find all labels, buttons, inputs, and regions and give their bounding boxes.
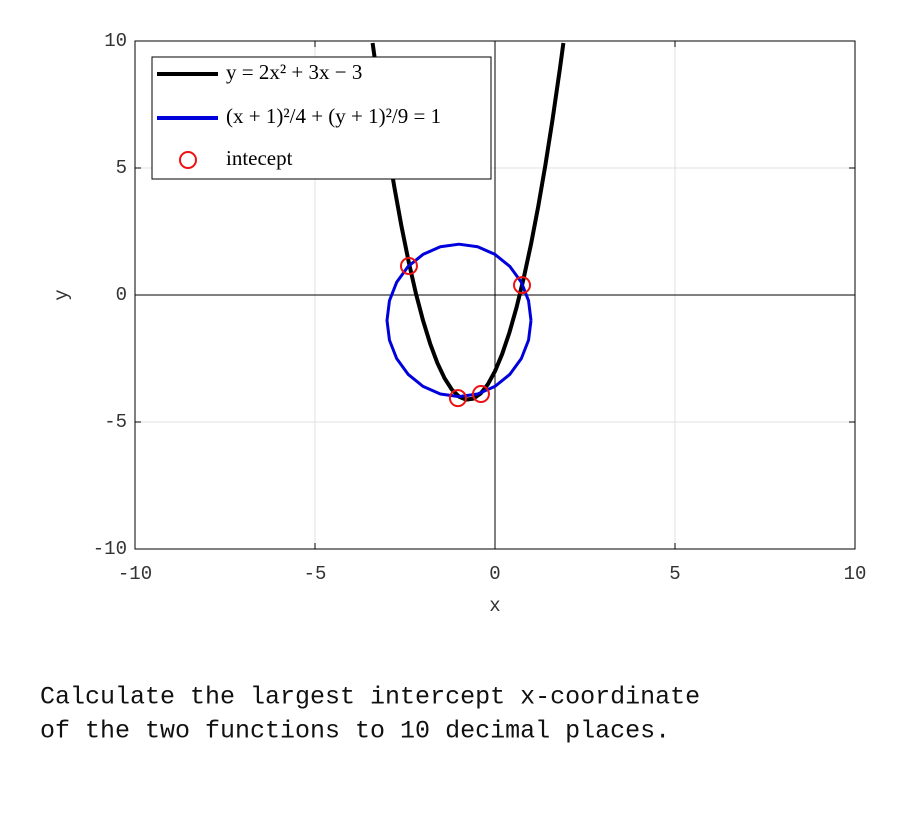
- legend-label: y = 2x² + 3x − 3: [226, 60, 362, 84]
- intercept-point: [513, 276, 531, 295]
- x-tick-label: 5: [669, 563, 680, 585]
- plot-frame: [134, 40, 856, 550]
- y-tick-label: 5: [116, 157, 127, 179]
- x-tick-label: 10: [844, 563, 867, 585]
- x-axis-label: x: [489, 595, 500, 617]
- y-axis-label: y: [51, 289, 73, 300]
- legend-marker: [179, 151, 197, 169]
- y-tick-label: 0: [116, 284, 127, 306]
- intercept-point: [399, 257, 418, 276]
- x-tick-label: 0: [489, 563, 500, 585]
- legend-label: intecept: [226, 146, 293, 170]
- legend-label: (x + 1)²/4 + (y + 1)²/9 = 1: [226, 104, 441, 128]
- series-line: [385, 242, 533, 399]
- y-tick-label: -10: [93, 538, 127, 560]
- series-line: [370, 42, 566, 402]
- x-tick-label: -5: [304, 563, 327, 585]
- question-line: of the two functions to 10 decimal place…: [40, 717, 670, 746]
- intercept-point: [471, 385, 490, 404]
- x-tick-label: -10: [118, 563, 152, 585]
- y-tick-label: -5: [104, 411, 127, 433]
- intercept-point: [448, 389, 467, 408]
- question-line: Calculate the largest intercept x-coordi…: [40, 683, 700, 712]
- y-tick-label: 10: [104, 30, 127, 52]
